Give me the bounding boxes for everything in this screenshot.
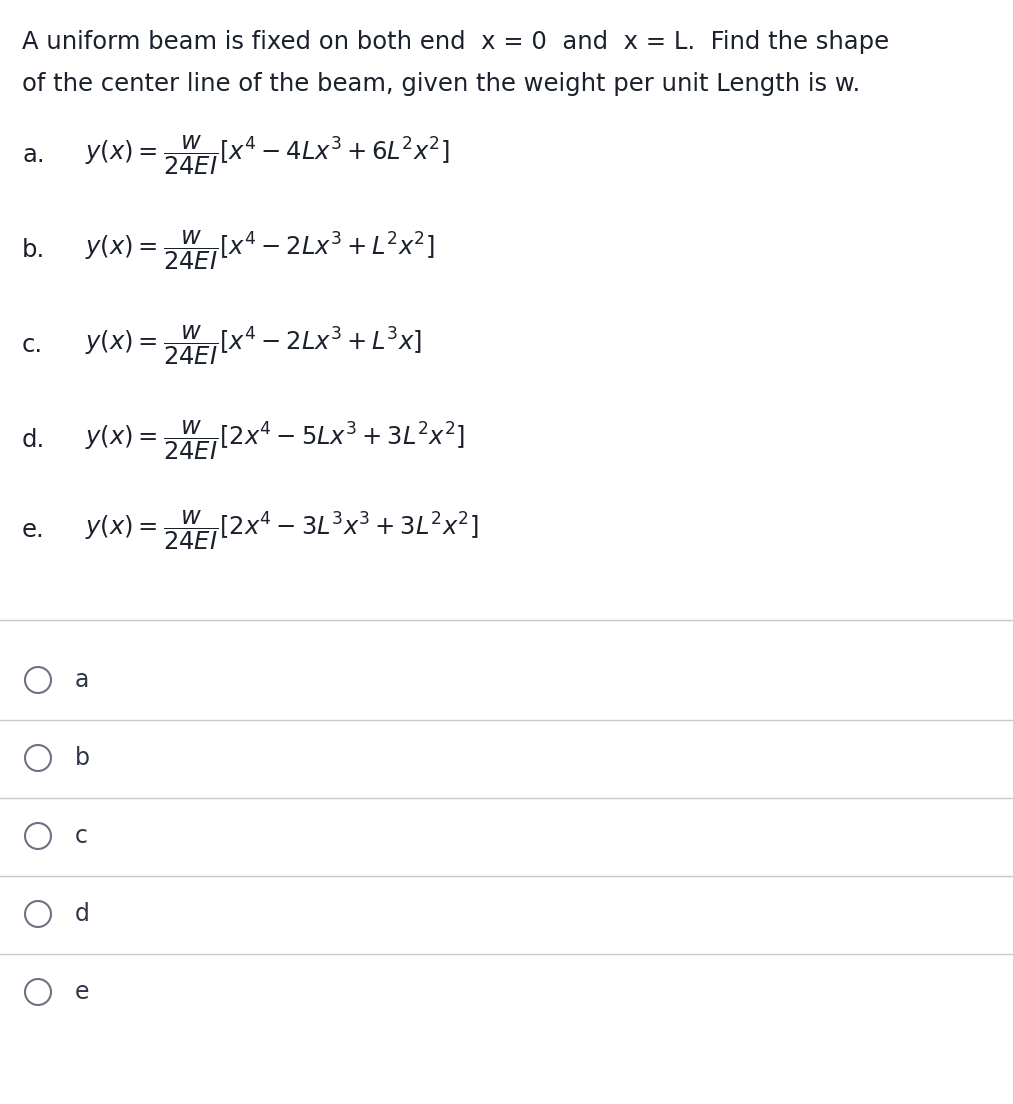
Text: b.: b. xyxy=(22,238,46,262)
Text: a: a xyxy=(75,668,89,692)
Text: a.: a. xyxy=(22,144,45,167)
Text: $y(x) = \dfrac{w}{24EI}\left[2x^4 - 3L^3x^3 + 3L^2x^2\right]$: $y(x) = \dfrac{w}{24EI}\left[2x^4 - 3L^3… xyxy=(85,508,478,552)
Text: e: e xyxy=(75,980,89,1004)
Text: b: b xyxy=(75,746,90,769)
Text: of the center line of the beam, given the weight per unit Length is w.: of the center line of the beam, given th… xyxy=(22,72,860,96)
Text: d.: d. xyxy=(22,428,46,452)
Text: $y(x) = \dfrac{w}{24EI}\left[x^4 - 4Lx^3 + 6L^2x^2\right]$: $y(x) = \dfrac{w}{24EI}\left[x^4 - 4Lx^3… xyxy=(85,134,450,177)
Text: $y(x) = \dfrac{w}{24EI}\left[2x^4 - 5Lx^3 + 3L^2x^2\right]$: $y(x) = \dfrac{w}{24EI}\left[2x^4 - 5Lx^… xyxy=(85,418,465,461)
Text: $y(x) = \dfrac{w}{24EI}\left[x^4 - 2Lx^3 + L^3x\right]$: $y(x) = \dfrac{w}{24EI}\left[x^4 - 2Lx^3… xyxy=(85,323,421,367)
Text: c: c xyxy=(75,824,88,848)
Text: A uniform beam is fixed on both end  x = 0  and  x = L.  Find the shape: A uniform beam is fixed on both end x = … xyxy=(22,30,889,54)
Text: $y(x) = \dfrac{w}{24EI}\left[x^4 - 2Lx^3 + L^2x^2\right]$: $y(x) = \dfrac{w}{24EI}\left[x^4 - 2Lx^3… xyxy=(85,229,435,272)
Text: c.: c. xyxy=(22,333,44,357)
Text: e.: e. xyxy=(22,518,45,542)
Text: d: d xyxy=(75,902,90,926)
